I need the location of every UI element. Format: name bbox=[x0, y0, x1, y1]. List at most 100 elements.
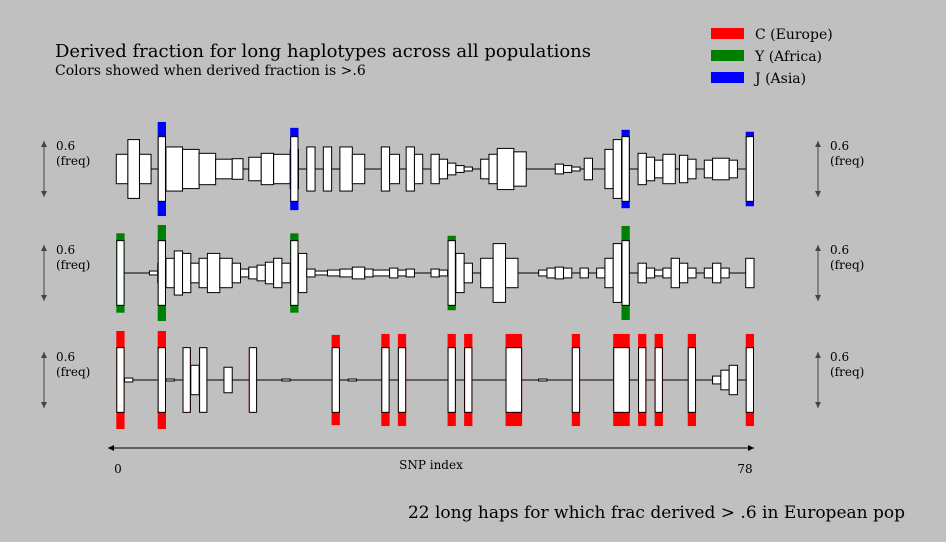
derived-fraction-bar bbox=[571, 347, 581, 413]
haplotype bbox=[347, 378, 357, 382]
haplotype bbox=[306, 146, 316, 192]
derived-fraction-bar bbox=[662, 153, 676, 185]
derived-fraction-bar bbox=[190, 262, 200, 284]
haplotype bbox=[115, 139, 152, 199]
derived-fraction-bar bbox=[604, 257, 614, 289]
derived-fraction-bar bbox=[215, 158, 233, 180]
derived-fraction-bar bbox=[463, 262, 473, 284]
derived-fraction-bar bbox=[347, 378, 357, 382]
derived-fraction-bar bbox=[397, 269, 407, 277]
derived-fraction-bar bbox=[670, 257, 680, 289]
haplotype bbox=[538, 378, 548, 382]
freq-scale-value: 0.6 bbox=[56, 139, 75, 153]
derived-fraction-bar bbox=[492, 243, 507, 303]
derived-fraction-bar bbox=[438, 269, 449, 277]
haplotype bbox=[165, 250, 192, 296]
derived-fraction-bar bbox=[455, 165, 465, 173]
haplotype bbox=[430, 268, 449, 278]
freq-scale-value: 0.6 bbox=[830, 243, 849, 257]
derived-fraction-bar bbox=[505, 347, 523, 413]
legend-label-europe: C (Europe) bbox=[755, 27, 833, 43]
x-tick-label-end: 78 bbox=[737, 462, 752, 476]
derived-fraction-bar bbox=[198, 152, 217, 186]
derived-fraction-bar bbox=[351, 266, 366, 280]
derived-fraction-bar bbox=[645, 156, 656, 182]
haplotype bbox=[380, 146, 401, 192]
derived-fraction-bar bbox=[546, 267, 556, 279]
derived-fraction-bar bbox=[273, 153, 291, 185]
derived-fraction-bar bbox=[219, 257, 233, 289]
derived-fraction-bar bbox=[720, 369, 730, 391]
derived-fraction-bar bbox=[223, 366, 233, 394]
derived-fraction-bar bbox=[496, 147, 515, 191]
derived-fraction-bar bbox=[290, 240, 299, 306]
derived-fraction-bar bbox=[138, 153, 152, 185]
haplotype bbox=[306, 268, 341, 278]
derived-fraction-bar bbox=[182, 148, 200, 190]
haplotype bbox=[223, 366, 233, 394]
haplotype bbox=[554, 163, 581, 175]
derived-fraction-bar bbox=[571, 166, 581, 172]
derived-fraction-bar bbox=[173, 250, 184, 296]
x-tick-label-start: 0 bbox=[114, 462, 122, 476]
derived-fraction-bar bbox=[372, 269, 391, 277]
derived-fraction-bar bbox=[447, 347, 456, 413]
freq-scale-arrow-up bbox=[815, 141, 821, 147]
derived-fraction-bar bbox=[638, 347, 647, 413]
derived-fraction-bar bbox=[464, 347, 473, 413]
derived-fraction-bar bbox=[290, 136, 299, 202]
freq-scale-value: 0.6 bbox=[56, 350, 75, 364]
haplotype bbox=[745, 333, 755, 427]
derived-fraction-bar bbox=[248, 266, 258, 280]
derived-fraction-bar bbox=[273, 257, 283, 289]
freq-scale-value: 0.6 bbox=[830, 350, 849, 364]
x-axis-right-arrow bbox=[748, 445, 754, 451]
freq-scale-unit: (freq) bbox=[56, 258, 90, 272]
derived-fraction-bar bbox=[198, 257, 208, 289]
freq-scale-arrow-down bbox=[41, 191, 47, 197]
haplotype bbox=[571, 333, 581, 427]
derived-fraction-bar bbox=[240, 268, 250, 278]
derived-fraction-bar bbox=[381, 347, 390, 413]
haplotype bbox=[116, 233, 125, 313]
derived-fraction-bar bbox=[165, 378, 175, 382]
derived-fraction-bar bbox=[637, 262, 647, 284]
haplotype bbox=[190, 252, 242, 294]
derived-fraction-bar bbox=[513, 151, 527, 187]
derived-fraction-bar bbox=[297, 252, 308, 294]
derived-fraction-bar bbox=[505, 257, 519, 289]
derived-fraction-bar bbox=[264, 261, 275, 285]
derived-fraction-bar bbox=[281, 262, 291, 284]
x-axis-left-arrow bbox=[108, 445, 114, 451]
derived-fraction-bar bbox=[389, 267, 399, 279]
derived-fraction-bar bbox=[538, 378, 548, 382]
derived-fraction-bar bbox=[480, 158, 490, 180]
derived-fraction-bar bbox=[687, 158, 697, 180]
derived-fraction-bar bbox=[712, 262, 722, 284]
derived-fraction-bar bbox=[157, 136, 166, 202]
derived-fraction-bar bbox=[405, 146, 415, 192]
derived-fraction-bar bbox=[612, 243, 622, 303]
derived-fraction-bar bbox=[124, 377, 134, 383]
haplotype bbox=[157, 331, 166, 429]
haplotype bbox=[464, 333, 473, 427]
derived-fraction-bar bbox=[182, 252, 192, 294]
haplotype bbox=[190, 347, 208, 413]
haplotype bbox=[703, 262, 730, 284]
derived-fraction-bar bbox=[712, 375, 722, 385]
derived-fraction-bar bbox=[728, 159, 738, 179]
legend-swatch-europe bbox=[711, 28, 744, 39]
legend-swatch-asia bbox=[711, 72, 744, 83]
derived-fraction-bar bbox=[116, 240, 125, 306]
derived-fraction-bar bbox=[554, 163, 565, 175]
freq-scale-arrow-down bbox=[815, 191, 821, 197]
frequency-scales: 0.6(freq)0.6(freq)0.6(freq)0.6(freq)0.6(… bbox=[41, 139, 864, 408]
derived-fraction-bar bbox=[720, 267, 730, 279]
derived-fraction-bar bbox=[637, 152, 647, 186]
derived-fraction-bar bbox=[314, 270, 328, 276]
haplotype bbox=[637, 152, 664, 186]
haplotype bbox=[339, 266, 374, 280]
derived-fraction-bar bbox=[199, 347, 208, 413]
haplotype bbox=[638, 333, 647, 427]
freq-scale-arrow-down bbox=[815, 295, 821, 301]
